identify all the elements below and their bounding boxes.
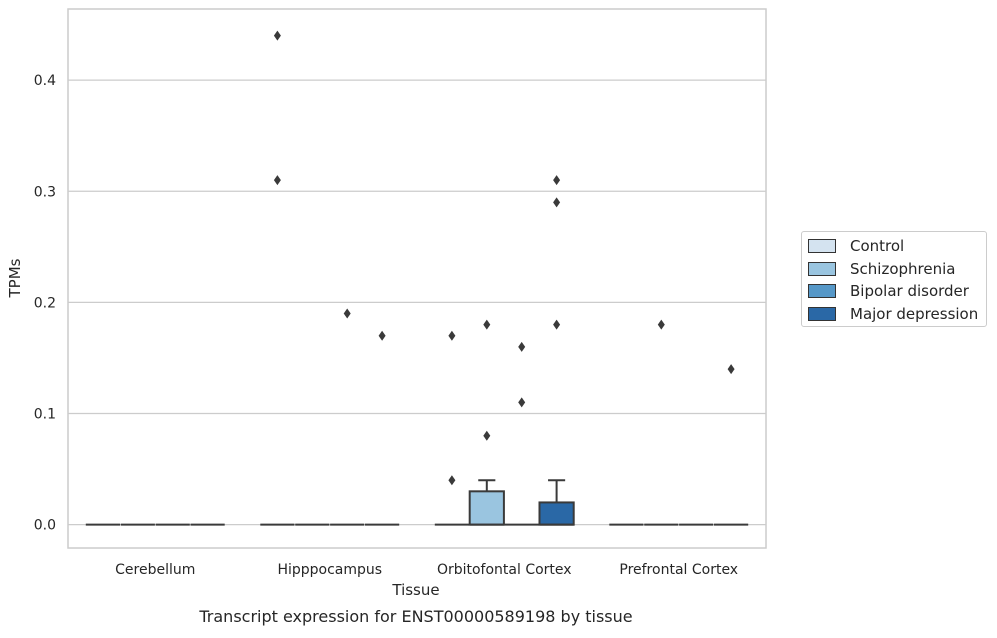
y-tick-label: 0.2: [34, 295, 56, 311]
x-tick-label: Hipppocampus: [277, 562, 382, 578]
x-axis-label: Tissue: [391, 581, 439, 599]
legend-swatch: [808, 239, 836, 253]
outlier-point: [378, 330, 386, 341]
legend-swatch: [808, 284, 836, 298]
x-tick-labels: Cerebellum Hipppocampus Orbitofontal Corte…: [115, 562, 738, 578]
outlier-point: [343, 308, 351, 319]
outlier-point: [553, 197, 561, 208]
outlier-point: [273, 175, 281, 186]
legend-label: Schizophrenia: [850, 259, 956, 278]
outlier-point: [273, 30, 281, 41]
legend-swatch: [808, 261, 836, 276]
gridlines: [68, 79, 766, 526]
legend-item: Schizophrenia: [808, 259, 955, 279]
legend-item: Major depression: [808, 304, 978, 324]
y-tick-label: 0.4: [34, 73, 56, 89]
outlier-points: [273, 30, 735, 486]
legend: Control Schizophrenia Bipolar disorder Majo…: [801, 231, 987, 327]
legend-swatch: [808, 306, 836, 321]
outlier-point: [448, 330, 456, 341]
box: [538, 501, 575, 526]
outlier-point: [448, 475, 456, 486]
x-tick-label: Prefrontal Cortex: [619, 562, 738, 578]
legend-item: Bipolar disorder: [808, 281, 969, 301]
y-tick-label: 0.0: [34, 518, 56, 534]
chart-caption: Transcript expression for ENST0000058919…: [198, 607, 632, 626]
outlier-point: [553, 319, 561, 330]
outlier-point: [727, 364, 735, 375]
boxes: [85, 479, 749, 526]
outlier-point: [518, 341, 526, 352]
plot-frame: [67, 8, 767, 549]
y-tick-label: 0.3: [34, 184, 56, 200]
x-tick-label: Cerebellum: [115, 562, 195, 578]
outlier-point: [483, 430, 491, 441]
y-tick-label: 0.1: [34, 407, 56, 423]
legend-label: Bipolar disorder: [850, 282, 969, 300]
legend-label: Control: [850, 237, 905, 255]
y-tick-labels: 0.0 0.1 0.2 0.3 0.4: [34, 73, 56, 534]
x-tick-label: Orbitofontal Cortex: [437, 562, 572, 578]
outlier-point: [518, 397, 526, 408]
outlier-point: [483, 319, 491, 330]
outlier-point: [553, 175, 561, 186]
box: [468, 490, 505, 526]
y-axis-label: TPMs: [6, 258, 24, 298]
outlier-point: [657, 319, 665, 330]
legend-label: Major depression: [850, 304, 979, 323]
legend-item: Control: [808, 236, 904, 256]
